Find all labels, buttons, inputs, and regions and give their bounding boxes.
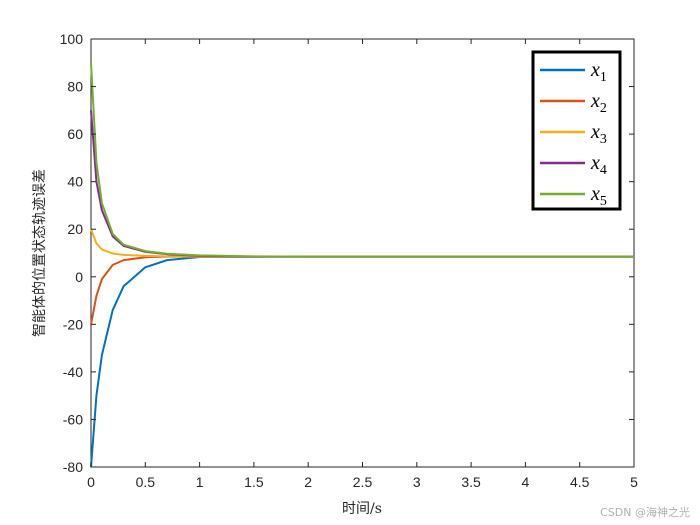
legend-label-subscript: 1	[600, 70, 607, 85]
y-tick-label: 100	[60, 31, 84, 47]
series-layer	[90, 62, 634, 468]
legend-label-x5: x5	[590, 183, 607, 209]
x-tick-label: 1.5	[244, 474, 264, 490]
watermark: CSDN @海神之光	[600, 505, 690, 519]
x-tick-label: 2	[304, 474, 312, 490]
y-tick-label: 80	[67, 79, 83, 95]
y-tick-label: 40	[67, 174, 83, 190]
legend-label-subscript: 3	[600, 132, 607, 147]
x-tick-label: 1	[196, 474, 204, 490]
y-tick-label: -80	[63, 459, 83, 475]
legend-label-x2: x2	[590, 90, 607, 116]
y-tick-label: -40	[63, 364, 83, 380]
x-tick-label: 4	[522, 474, 530, 490]
y-tick-label: 60	[67, 126, 83, 142]
legend-label-x1: x1	[590, 59, 607, 85]
y-tick-label: -60	[63, 411, 83, 427]
y-tick-label: 20	[67, 221, 83, 237]
x-tick-label: 0.5	[136, 474, 156, 490]
legend-label-main: x	[590, 152, 600, 174]
legend-label-x4: x4	[590, 152, 607, 178]
legend-box	[531, 50, 622, 211]
tick-layer: 0 0.5 1 1.5 2 2.5 3 3.5 4 4.5 5 100 80 60 40 20 0 -20 -40 -…	[60, 31, 638, 490]
x-tick-label: 3.5	[461, 474, 481, 490]
y-tick-label: 0	[75, 269, 83, 285]
x-tick-label: 5	[630, 474, 638, 490]
y-tick-label: -20	[63, 316, 83, 332]
legend-label-main: x	[590, 183, 600, 205]
x-tick-label: 4.5	[570, 474, 590, 490]
x-tick-label: 0	[87, 474, 95, 490]
x-tick-label: 3	[413, 474, 421, 490]
y-axis-title: 智能体的位置状态轨迹误差	[32, 169, 48, 337]
x-axis-title: 时间/s	[342, 501, 382, 517]
legend-label-main: x	[590, 121, 600, 143]
legend-label-main: x	[590, 59, 600, 81]
legend-label-main: x	[590, 90, 600, 112]
legend-label-x3: x3	[590, 121, 607, 147]
x-tick-label: 2.5	[353, 474, 373, 490]
legend-label-subscript: 5	[600, 194, 607, 209]
legend-label-subscript: 2	[600, 101, 607, 116]
series-line-x5	[90, 62, 634, 258]
legend-label-subscript: 4	[600, 163, 607, 178]
